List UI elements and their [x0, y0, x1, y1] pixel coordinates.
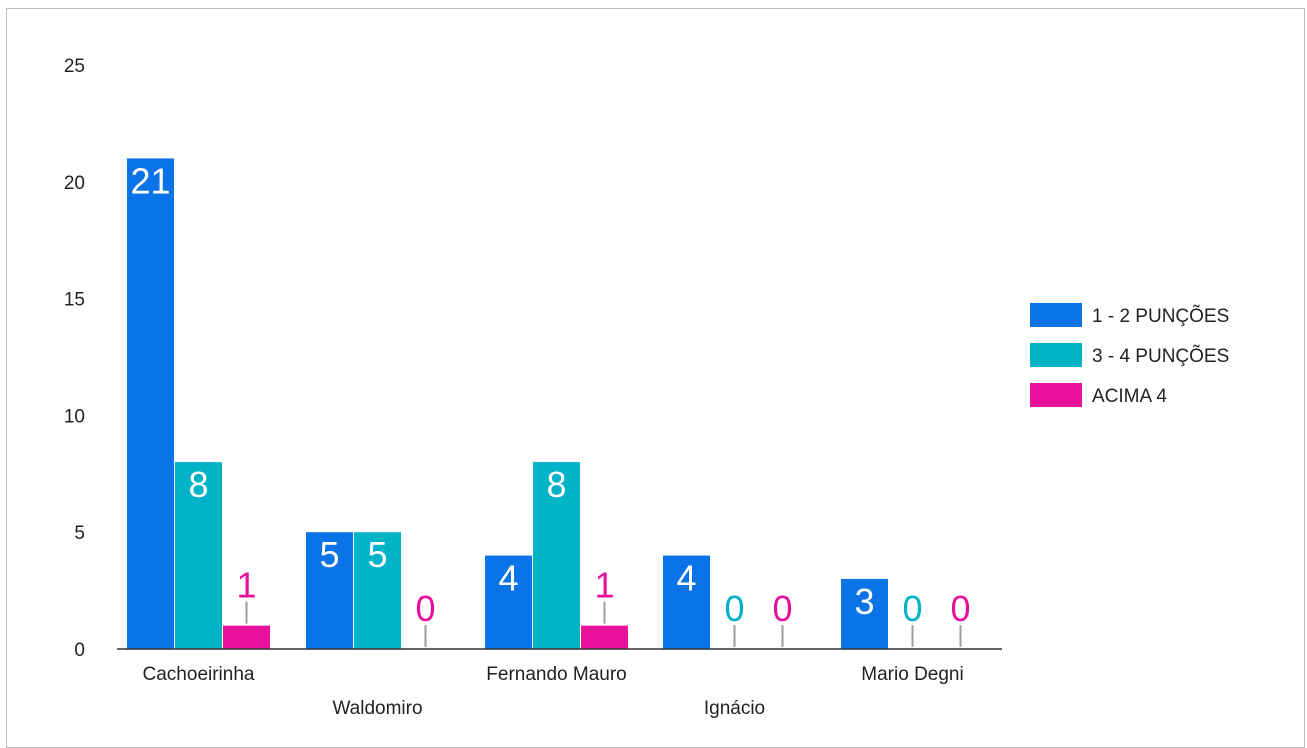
- bar: [841, 578, 888, 649]
- x-tick-label: Waldomiro: [332, 698, 422, 719]
- bar: [175, 462, 222, 649]
- data-label: 0: [415, 588, 435, 629]
- data-label: 5: [367, 534, 387, 575]
- data-label: 5: [319, 534, 339, 575]
- x-tick-label: Ignácio: [704, 698, 765, 719]
- data-label: 8: [546, 464, 566, 505]
- x-tick-label: Cachoeirinha: [143, 664, 255, 685]
- data-label: 4: [676, 558, 696, 599]
- data-label: 0: [950, 588, 970, 629]
- legend-label: ACIMA 4: [1092, 386, 1167, 407]
- bar: [533, 462, 580, 649]
- y-tick-label: 20: [64, 173, 85, 194]
- data-label: 0: [902, 588, 922, 629]
- legend-label: 1 - 2 PUNÇÕES: [1092, 305, 1229, 327]
- bar: [354, 532, 401, 649]
- y-tick-label: 5: [74, 523, 85, 544]
- y-tick-label: 10: [64, 406, 85, 427]
- bar: [485, 555, 532, 649]
- bar: [223, 625, 270, 649]
- data-label: 3: [854, 581, 874, 622]
- bar: [306, 532, 353, 649]
- chart-frame: 0 5 10 15 20 25 21 8 1 5 5 0 4 8 1 4 0 0 3 0 0 Cachoeirinha…: [6, 8, 1305, 748]
- y-tick-label: 0: [74, 640, 85, 661]
- legend-label: 3 - 4 PUNÇÕES: [1092, 345, 1229, 367]
- y-axis: 0 5 10 15 20 25: [64, 56, 85, 661]
- bar: [581, 625, 628, 649]
- y-tick-label: 25: [64, 56, 85, 77]
- y-tick-label: 15: [64, 290, 85, 311]
- legend: 1 - 2 PUNÇÕES 3 - 4 PUNÇÕES ACIMA 4: [1030, 303, 1229, 407]
- data-label: 4: [498, 558, 518, 599]
- bar: [127, 158, 174, 649]
- data-label: 0: [724, 588, 744, 629]
- data-label: 1: [594, 565, 614, 606]
- data-label: 8: [188, 464, 208, 505]
- x-tick-label: Fernando Mauro: [486, 664, 626, 685]
- data-label: 0: [772, 588, 792, 629]
- legend-swatch: [1030, 343, 1082, 367]
- bar: [663, 555, 710, 649]
- x-axis: Cachoeirinha Waldomiro Fernando Mauro Ignác…: [143, 664, 964, 719]
- legend-swatch: [1030, 303, 1082, 327]
- data-label: 21: [130, 160, 170, 201]
- data-label: 1: [236, 565, 256, 606]
- legend-swatch: [1030, 383, 1082, 407]
- x-tick-label: Mario Degni: [861, 664, 963, 685]
